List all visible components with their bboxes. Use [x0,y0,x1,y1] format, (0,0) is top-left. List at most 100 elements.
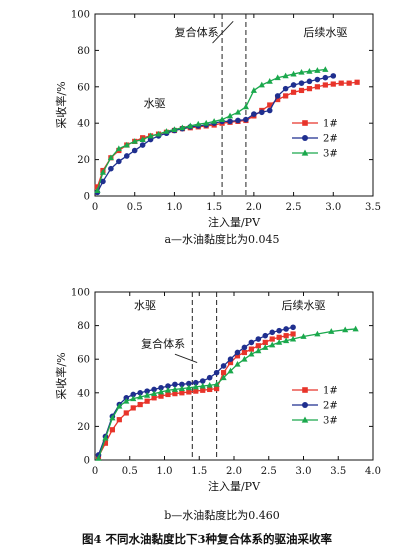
phase-annotation: 水驱 [144,97,166,110]
data-point-triangle [314,67,321,73]
data-point-triangle [116,402,123,409]
phase-annotation: 后续水驱 [303,25,347,39]
data-point-triangle [266,78,273,84]
data-point-square [123,410,129,416]
data-point-triangle [283,337,290,344]
data-point-square [158,393,164,399]
data-point-circle [213,369,220,376]
data-point-square [193,388,199,394]
data-point-triangle [139,136,146,142]
data-point-square [283,93,289,99]
data-point-circle [137,390,143,396]
data-point-triangle [206,381,213,388]
data-point-circle [179,381,185,388]
y-tick-label: 60 [77,355,90,366]
data-point-circle [282,85,289,92]
y-tick-label: 40 [77,388,90,399]
legend-marker-triangle [301,149,309,156]
data-point-triangle [248,350,255,357]
data-point-triangle [234,360,241,367]
data-point-triangle [185,384,192,391]
legend-label: 2# [323,134,338,145]
legend-marker-square [302,120,308,126]
x-tick-label: 3.5 [330,466,346,477]
legend-label: 1# [323,386,338,397]
data-point-triangle [195,120,202,127]
data-point-triangle [199,382,206,389]
data-point-triangle [234,108,242,115]
data-point-square [234,353,241,359]
legend-label: 1# [323,119,338,130]
chart-panel-b: 0 0.5 1.0 1.5 2.0 2.5 3.0 3.5 4.0 0 20 40 60 80 100 注入量… [54,288,381,523]
data-point-circle [123,153,130,159]
data-point-circle [306,78,313,85]
data-point-circle [199,378,206,384]
data-point-triangle [131,138,138,144]
legend-label: 2# [323,401,338,412]
data-point-triangle [258,81,265,88]
x-tick-label: 1.5 [206,202,222,213]
y-tick-label: 80 [77,321,90,332]
data-point-triangle [328,328,335,334]
data-point-circle [241,344,248,351]
phase-annotation: 后续水驱 [282,298,326,312]
legend-label: 3# [323,416,338,427]
data-point-square [290,331,296,337]
data-point-triangle [179,124,186,131]
data-point-triangle [163,128,170,134]
data-point-triangle [276,339,283,345]
legend-marker-circle [302,135,308,141]
data-point-square [330,81,336,87]
x-tick-label: 2.0 [246,202,262,213]
data-point-triangle [298,68,305,75]
data-point-square [290,89,297,95]
data-point-triangle [226,112,234,119]
data-point-square [283,333,289,339]
data-point-triangle [220,374,227,381]
annotation-leader-line [212,20,234,44]
data-point-circle [314,76,321,83]
data-point-circle [158,384,164,391]
data-point-square [298,87,305,94]
data-point-square [267,102,273,108]
data-point-triangle [171,386,179,392]
data-point-circle [227,118,233,125]
data-point-square [109,427,115,433]
data-point-triangle [241,355,248,362]
data-point-square [241,349,248,356]
data-point-circle [206,374,213,381]
panel-subcaption: b—水油黏度比为0.460 [164,508,280,522]
x-tick-label: 3.5 [365,202,381,213]
data-point-triangle [211,118,218,124]
figure-caption: 图4 不同水油黏度比下3种复合体系的驱油采收率 [82,532,333,546]
series-line-1 [97,333,294,457]
data-point-circle [130,391,137,398]
data-point-triangle [187,122,194,129]
legend-marker-square [302,387,308,393]
phase-annotation: 复合体系 [175,25,219,39]
data-point-triangle [282,72,289,79]
data-point-circle [186,380,192,387]
data-point-circle [108,165,114,172]
data-point-triangle [155,130,162,137]
data-point-circle [165,383,171,389]
data-point-triangle [178,385,185,391]
data-point-circle [283,326,289,332]
y-tick-label: 0 [84,192,90,203]
x-axis-label: 注入量/PV [208,215,261,229]
data-point-square [172,391,178,397]
series-line-1 [96,81,358,188]
x-tick-label: 2.0 [226,466,242,477]
data-point-circle [234,349,241,356]
data-point-triangle [95,455,102,461]
data-point-triangle [107,154,114,161]
data-point-circle [139,142,146,148]
data-point-triangle [314,330,321,337]
data-point-circle [269,329,276,336]
data-point-square [165,391,171,398]
phase-annotation: 水驱 [134,299,156,312]
y-axis-label: 采收率/% [54,352,68,399]
data-point-triangle [269,341,276,348]
x-tick-label: 1.5 [191,466,207,477]
